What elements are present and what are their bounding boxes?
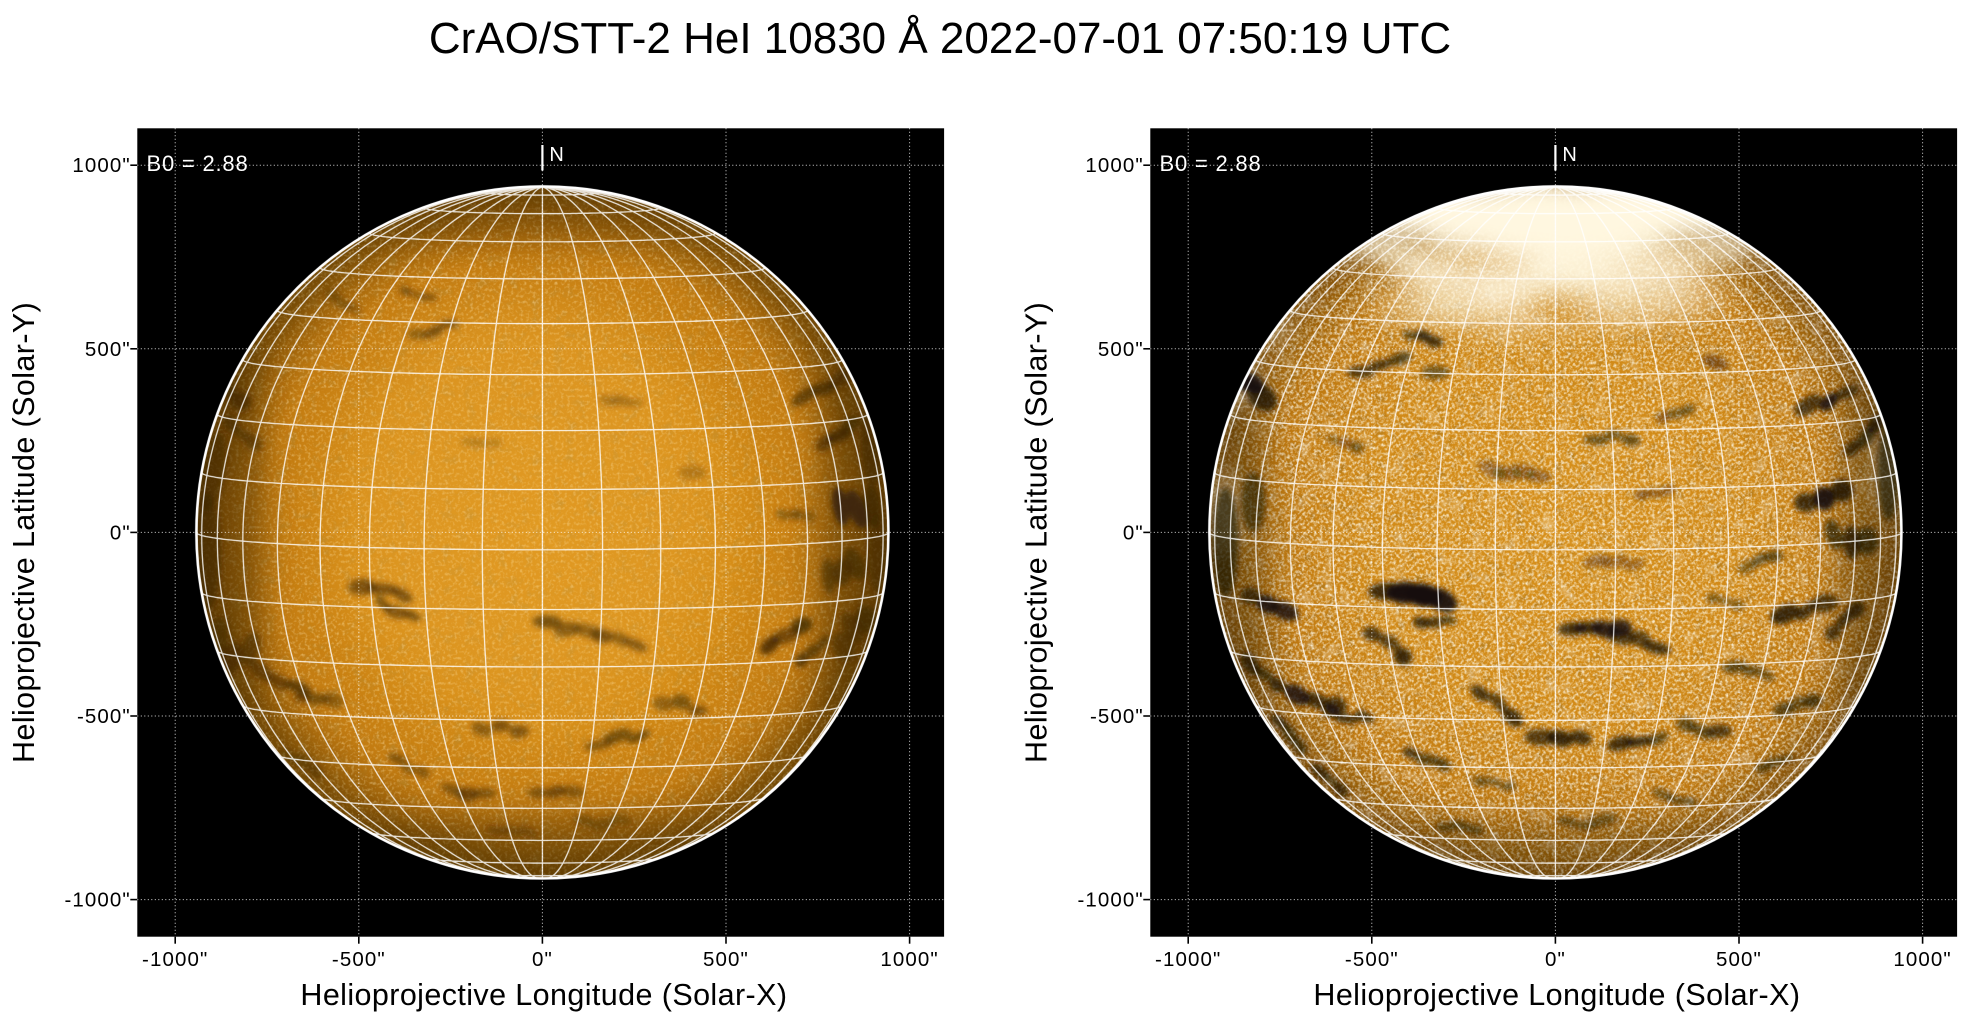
svg-text:N: N [549,144,563,166]
svg-text:-500": -500" [332,948,386,971]
svg-text:0": 0" [1123,521,1144,544]
svg-text:-500": -500" [1090,705,1144,728]
svg-text:-1000": -1000" [1155,948,1221,971]
svg-text:-1000": -1000" [1077,889,1143,912]
svg-text:Helioprojective Latitude (Sola: Helioprojective Latitude (Solar-Y) [1020,302,1054,763]
svg-text:1000": 1000" [1893,948,1951,971]
svg-text:N: N [1562,144,1576,166]
svg-text:CrAO/STT-2 HeI 10830 Å 2022-07: CrAO/STT-2 HeI 10830 Å 2022-07-01 07:50:… [429,14,1451,63]
svg-text:1000": 1000" [1085,154,1143,177]
svg-text:0": 0" [110,521,131,544]
svg-text:-1000": -1000" [64,889,130,912]
svg-text:-1000": -1000" [142,948,208,971]
svg-text:0": 0" [532,948,553,971]
svg-text:500": 500" [703,948,749,971]
svg-text:-500": -500" [1345,948,1399,971]
svg-text:-500": -500" [77,705,131,728]
svg-text:0": 0" [1545,948,1566,971]
svg-text:Helioprojective Longitude (Sol: Helioprojective Longitude (Solar-X) [1313,978,1800,1012]
svg-text:500": 500" [85,338,131,361]
svg-text:500": 500" [1716,948,1762,971]
svg-text:500": 500" [1098,338,1144,361]
svg-text:Helioprojective Latitude (Sola: Helioprojective Latitude (Solar-Y) [7,302,41,763]
svg-text:B0 = 2.88: B0 = 2.88 [1160,151,1262,176]
svg-text:1000": 1000" [72,154,130,177]
svg-text:1000": 1000" [880,948,938,971]
svg-text:B0 = 2.88: B0 = 2.88 [147,151,249,176]
svg-text:Helioprojective Longitude (Sol: Helioprojective Longitude (Solar-X) [300,978,787,1012]
